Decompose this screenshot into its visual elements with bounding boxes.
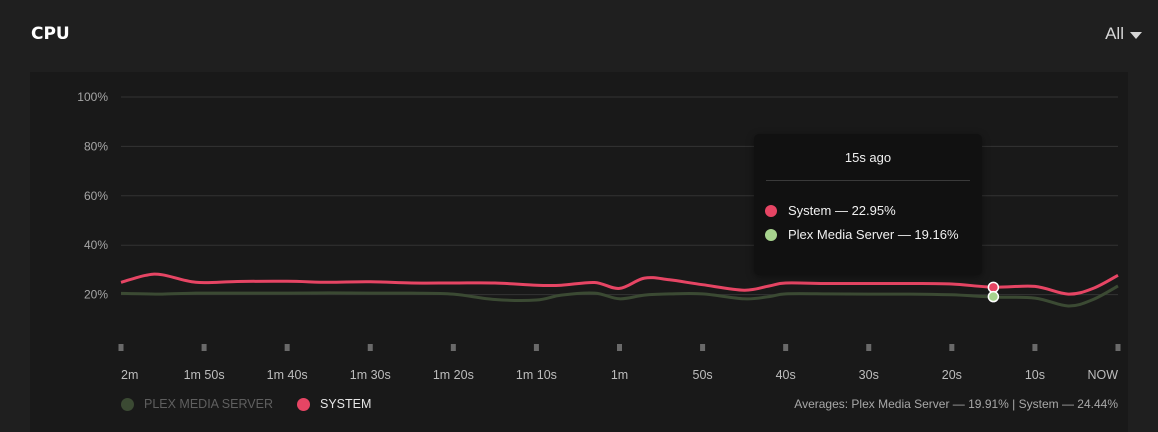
x-tick-label: 30s: [859, 368, 879, 382]
range-select[interactable]: All: [1105, 24, 1142, 44]
x-tick-mark: [118, 344, 124, 351]
chart-tooltip: 15s ago System — 22.95% Plex Media Serve…: [754, 134, 982, 275]
x-tick-mark: [617, 344, 622, 351]
legend-system-label: SYSTEM: [320, 397, 372, 411]
x-tick-label: 1m 20s: [433, 368, 474, 382]
legend-item-plex[interactable]: PLEX MEDIA SERVER: [121, 397, 273, 411]
x-tick-label: 10s: [1025, 368, 1045, 382]
tooltip-plex-text: Plex Media Server — 19.16%: [788, 227, 959, 242]
chevron-down-icon: [1130, 31, 1142, 39]
system-legend-dot-icon: [297, 397, 310, 411]
x-tick-label: 1m 40s: [267, 368, 308, 382]
hover-point-system: [987, 281, 1000, 294]
plex-dot-icon: [765, 228, 777, 241]
y-tick-label: 100%: [77, 90, 108, 104]
x-tick-label: 1m: [611, 368, 628, 382]
x-tick-label: 1m 50s: [184, 368, 225, 382]
x-tick-mark: [450, 344, 456, 351]
y-tick-label: 60%: [84, 189, 108, 203]
x-tick-mark: [367, 344, 373, 351]
plex-legend-dot-icon: [121, 397, 134, 411]
x-tick-mark: [866, 344, 872, 351]
y-tick-label: 20%: [84, 288, 108, 302]
averages-text: Averages: Plex Media Server — 19.91% | S…: [794, 397, 1118, 411]
legend-item-system[interactable]: SYSTEM: [297, 397, 371, 411]
tooltip-system-text: System — 22.95%: [788, 203, 896, 218]
chart-legend: PLEX MEDIA SERVER SYSTEM: [121, 397, 371, 411]
x-tick-mark: [1032, 344, 1038, 351]
x-tick-label: NOW: [1087, 368, 1118, 382]
x-tick-label: 1m 10s: [516, 368, 557, 382]
x-tick-mark: [284, 344, 290, 351]
x-tick-mark: [949, 344, 955, 351]
page-title: CPU: [31, 24, 70, 44]
legend-plex-label: PLEX MEDIA SERVER: [144, 397, 273, 411]
range-select-label: All: [1105, 24, 1124, 43]
series-line-plex: [120, 284, 1119, 308]
x-tick-mark: [700, 344, 706, 351]
system-dot-icon: [765, 204, 777, 217]
x-tick-mark: [533, 344, 539, 351]
x-tick-label: 20s: [942, 368, 962, 382]
tooltip-row-system: System — 22.95%: [765, 203, 982, 218]
x-tick-label: 2m: [121, 368, 138, 382]
tooltip-title: 15s ago: [766, 134, 970, 181]
y-tick-label: 80%: [84, 139, 108, 153]
x-tick-mark: [201, 344, 207, 351]
hover-point-plex: [987, 290, 1000, 303]
x-tick-label: 1m 30s: [350, 368, 391, 382]
x-tick-label: 40s: [776, 368, 796, 382]
x-tick-label: 50s: [693, 368, 713, 382]
y-tick-label: 40%: [84, 238, 108, 252]
x-tick-mark: [1115, 344, 1121, 351]
tooltip-row-plex: Plex Media Server — 19.16%: [765, 227, 982, 242]
x-tick-mark: [783, 344, 789, 351]
series-line-system: [120, 272, 1119, 296]
